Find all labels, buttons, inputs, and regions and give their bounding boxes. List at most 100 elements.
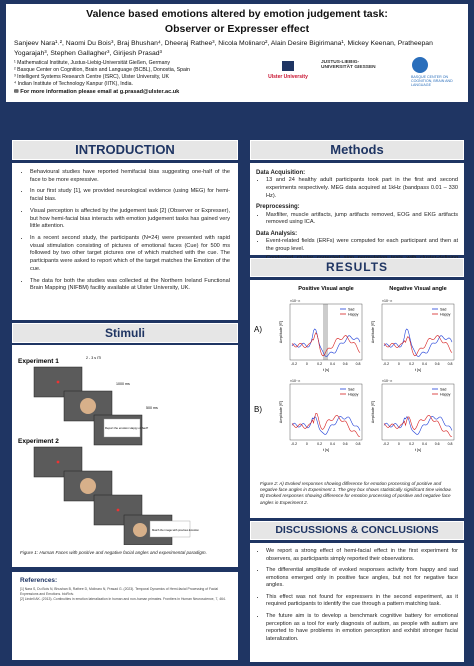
face [80, 478, 96, 494]
bullet-list: Maxfilter, muscle artifacts, jump artifa… [256, 212, 458, 227]
x-tick-label: 0.6 [343, 362, 348, 366]
affiliation: ¹ Mathematical Institute, Justus-Liebig-… [14, 60, 170, 67]
legend-label: Sad [440, 387, 446, 391]
fixation [56, 460, 60, 464]
bullet: Maxfilter, muscle artifacts, jump artifa… [266, 212, 458, 227]
legend-label: Happy [440, 312, 451, 316]
logo-jlu: JUSTUS-LIEBIG-UNIVERSITÄT GIESSEN [321, 60, 376, 70]
x-axis-label: t [s] [323, 448, 329, 452]
erf-curve [383, 335, 453, 357]
experiment-label: Experiment 2 [18, 438, 59, 445]
x-tick-label: 0.8 [448, 362, 453, 366]
x-tick-label: 0.4 [330, 442, 335, 446]
subtitle: Observer or Expresser effect [164, 23, 310, 35]
logo-bcbl: BASQUE CENTER ON COGNITION, BRAIN AND LA… [411, 56, 459, 87]
subsection-title: Data Acquisition: [256, 170, 306, 176]
bullet: Event-related fields (ERFs) were compute… [266, 238, 458, 253]
bullet: This effect was not found for expressers… [266, 594, 458, 609]
plot-frame [381, 303, 455, 361]
significance-window [323, 304, 328, 360]
logo-text: BASQUE CENTER ON COGNITION, BRAIN AND LA… [411, 75, 453, 87]
x-axis-label: t [s] [415, 448, 421, 452]
logo-icon [282, 61, 294, 71]
erf-curve [291, 328, 361, 357]
axis-exponent: ×10⁻¹² [382, 379, 393, 383]
legend-label: Happy [348, 392, 359, 396]
prompt-box [103, 418, 141, 438]
axis-exponent: ×10⁻¹² [290, 299, 301, 303]
x-axis-label: t [s] [415, 368, 421, 372]
bullet: Behavioural studies have reported hemifa… [30, 169, 230, 184]
erf-curve [291, 415, 361, 435]
y-axis-label: Amplitude [fT] [279, 321, 283, 343]
affiliation: ³ Intelligent Systems Research Centre (I… [14, 74, 169, 81]
axis-exponent: ×10⁻¹² [290, 379, 301, 383]
email: ✉ For more information please email at g… [14, 89, 180, 96]
stimulus-label: Match the image with previous Emotion [152, 528, 199, 532]
bullet: 13 and 24 healthy adult participants too… [266, 177, 458, 200]
x-tick-label: 0.8 [448, 442, 453, 446]
section-heading: Methods [250, 140, 464, 160]
row-label: A) [254, 325, 262, 334]
introduction: Behavioural studies have reported hemifa… [12, 163, 238, 320]
reference-list: [1] Nara S, Du Bois N, Bhushan B, Rathee… [20, 587, 230, 601]
panel-title: Positive Visual angle [298, 286, 354, 292]
x-tick-label: -0.2 [291, 442, 297, 446]
x-tick-label: 0 [306, 362, 308, 366]
legend-label: Happy [348, 312, 359, 316]
affiliation: ⁴ Indian Institute of Technology Kanpur … [14, 81, 133, 88]
x-tick-label: 0.2 [409, 362, 414, 366]
x-tick-label: 0 [306, 442, 308, 446]
section-heading: RESULTS [250, 258, 464, 277]
bullet: In our first study [1], we provided neur… [30, 188, 230, 203]
legend-label: Happy [440, 392, 451, 396]
axis-exponent: ×10⁻¹² [382, 299, 393, 303]
bullet: The data for both the studies was collec… [30, 278, 230, 293]
x-axis-label: t [s] [323, 368, 329, 372]
affiliation: ² Basque Center on Cognition, Brain and … [14, 67, 190, 74]
plot-frame [381, 383, 455, 441]
y-axis-label: Amplitude [fT] [371, 401, 375, 423]
bullet: Visual perception is affected by the jud… [30, 208, 230, 231]
y-axis-label: Amplitude [fT] [371, 321, 375, 343]
x-tick-label: 0.4 [330, 362, 335, 366]
authors: Sanjeev Nara¹˒², Naomi Du Bois³, Braj Bh… [14, 40, 433, 57]
x-tick-label: 0.2 [317, 442, 322, 446]
y-axis-label: Amplitude [fT] [279, 401, 283, 423]
affiliations: ¹ Mathematical Institute, Justus-Liebig-… [14, 60, 264, 88]
figure-caption: Figure 1: Human Faces with positive and … [20, 550, 207, 555]
references: References: [1] Nara S, Du Bois N, Bhush… [12, 572, 238, 660]
x-tick-label: 0 [398, 442, 400, 446]
figure-caption: Figure 2: A) Evoked responses showing di… [260, 481, 452, 505]
bullet: We report a strong effect of hemi-facial… [266, 548, 458, 563]
reference: [2] Lindell AK. (2013). Continuities in … [20, 596, 226, 601]
x-tick-label: 0.6 [435, 442, 440, 446]
bullet: The future aim is to develop a benchmark… [266, 613, 458, 643]
section-heading: DISCUSSIONS & CONCLUSIONS [250, 521, 464, 540]
x-tick-label: 0.6 [435, 362, 440, 366]
methods: Data Acquisition:13 and 24 healthy adult… [250, 163, 464, 276]
stimulus-label: 2 - 3 s ITI [86, 356, 101, 360]
discussion: We report a strong effect of hemi-facial… [250, 543, 464, 662]
experiment-label: Experiment 1 [18, 358, 59, 365]
stimuli: Experiment 1 Experiment 2 2 - 3 s ITI 1000 … [12, 345, 238, 567]
x-tick-label: 0.8 [356, 442, 361, 446]
bullet-list: We report a strong effect of hemi-facial… [256, 548, 458, 643]
bullet: The differential amplitude of evoked res… [266, 567, 458, 590]
references-heading: References: [20, 577, 58, 584]
x-tick-label: 0.2 [317, 362, 322, 366]
x-tick-label: 0.2 [409, 442, 414, 446]
bullet-list: Behavioural studies have reported hemifa… [20, 169, 230, 293]
legend-label: Sad [440, 307, 446, 311]
logo-icon [412, 57, 428, 73]
header: Valence based emotions altered by emotio… [6, 4, 468, 102]
row-label: B) [254, 405, 262, 414]
stimulus-label: Report the emotion Happy or Sad? [105, 426, 149, 430]
face [80, 398, 96, 414]
logo-ulster: Ulster University [268, 60, 308, 80]
erf-curve [291, 413, 361, 437]
section-heading: INTRODUCTION [12, 140, 238, 160]
x-tick-label: 0.4 [422, 442, 427, 446]
erf-curve [383, 415, 453, 437]
prompt-box [149, 520, 191, 538]
